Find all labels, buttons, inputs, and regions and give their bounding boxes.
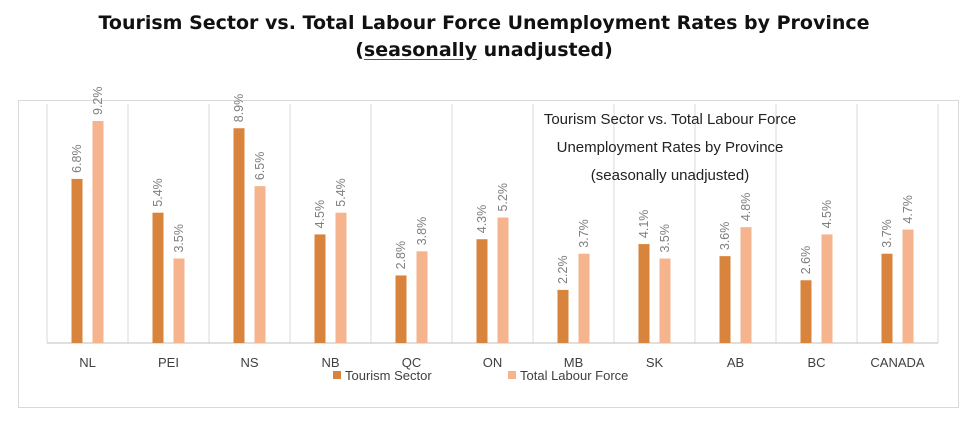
subtitle-open: (	[355, 39, 364, 61]
x-tick-label: BC	[807, 355, 825, 370]
bar-labour-nb	[335, 212, 347, 343]
bar-labour-on	[497, 217, 509, 343]
bar-labour-nl	[92, 121, 104, 343]
data-label: 3.8%	[415, 217, 429, 246]
x-tick-label: NL	[79, 355, 96, 370]
data-label: 5.4%	[334, 178, 348, 207]
bar-tourism-ab	[719, 256, 731, 343]
chart-inner-title: Tourism Sector vs. Total Labour Force Une…	[544, 111, 796, 184]
legend-label: Total Labour Force	[520, 368, 628, 383]
bar-labour-sk	[659, 258, 671, 343]
bar-tourism-sk	[638, 244, 650, 343]
bar-tourism-bc	[800, 280, 812, 343]
chart-x-tick-labels: NL PEI NS NB QC ON MB SK AB BC CANADA	[79, 355, 925, 370]
page-title: Tourism Sector vs. Total Labour Force Un…	[0, 10, 968, 64]
bar-tourism-mb	[557, 289, 569, 343]
bar-tourism-qc	[395, 275, 407, 343]
x-tick-label: NS	[240, 355, 258, 370]
x-tick-label: CANADA	[870, 355, 925, 370]
data-label: 2.6%	[799, 246, 813, 275]
chart-title-line: (seasonally unadjusted)	[591, 167, 749, 184]
data-label: 2.8%	[394, 241, 408, 270]
x-tick-label: QC	[402, 355, 422, 370]
legend-swatch	[508, 371, 516, 379]
x-tick-label: MB	[564, 355, 584, 370]
chart-bars	[71, 121, 914, 343]
data-label: 9.2%	[91, 87, 105, 116]
page-title-line1: Tourism Sector vs. Total Labour Force Un…	[98, 12, 870, 34]
page-subtitle: (seasonally unadjusted)	[0, 37, 968, 64]
bar-tourism-ns	[233, 128, 245, 343]
chart-frame	[18, 100, 959, 408]
data-label: 3.7%	[577, 219, 591, 248]
bar-labour-qc	[416, 251, 428, 343]
data-label: 4.8%	[739, 193, 753, 222]
chart-gridlines	[46, 104, 939, 344]
bar-labour-pei	[173, 258, 185, 343]
data-label: 4.5%	[313, 200, 327, 229]
legend-swatch	[333, 371, 341, 379]
data-label: 8.9%	[232, 94, 246, 123]
bar-labour-mb	[578, 253, 590, 343]
data-label: 4.3%	[475, 205, 489, 234]
x-tick-label: PEI	[158, 355, 179, 370]
bar-tourism-nb	[314, 234, 326, 343]
subtitle-rest: unadjusted)	[477, 39, 613, 61]
x-tick-label: SK	[646, 355, 664, 370]
bar-labour-canada	[902, 229, 914, 343]
bar-labour-ns	[254, 186, 266, 343]
data-label: 3.7%	[880, 219, 894, 248]
bar-labour-ab	[740, 227, 752, 343]
bar-labour-bc	[821, 234, 833, 343]
data-label: 4.1%	[637, 210, 651, 239]
data-label: 2.2%	[556, 255, 570, 284]
x-tick-label: NB	[321, 355, 339, 370]
bar-tourism-on	[476, 239, 488, 343]
data-label: 6.5%	[253, 152, 267, 181]
data-label: 3.5%	[658, 224, 672, 253]
bar-tourism-nl	[71, 178, 83, 343]
subtitle-underlined-word: seasonally	[363, 39, 478, 61]
data-label: 3.5%	[172, 224, 186, 253]
data-label: 6.8%	[70, 144, 84, 173]
chart-legend: Tourism Sector Total Labour Force	[333, 368, 628, 383]
x-tick-label: ON	[483, 355, 503, 370]
chart-title-line: Unemployment Rates by Province	[557, 139, 784, 156]
data-label: 3.6%	[718, 222, 732, 251]
data-label: 5.4%	[151, 178, 165, 207]
legend-label: Tourism Sector	[345, 368, 432, 383]
bar-tourism-canada	[881, 253, 893, 343]
bar-tourism-pei	[152, 212, 164, 343]
data-label: 4.5%	[820, 200, 834, 229]
chart-data-labels: 6.8% 9.2% 5.4% 3.5% 8.9% 6.5% 4.5% 5.4% 2.8% 3.8%…	[70, 87, 915, 284]
data-label: 5.2%	[496, 183, 510, 212]
x-tick-label: AB	[727, 355, 744, 370]
data-label: 4.7%	[901, 195, 915, 224]
chart-title-line: Tourism Sector vs. Total Labour Force	[544, 111, 796, 128]
